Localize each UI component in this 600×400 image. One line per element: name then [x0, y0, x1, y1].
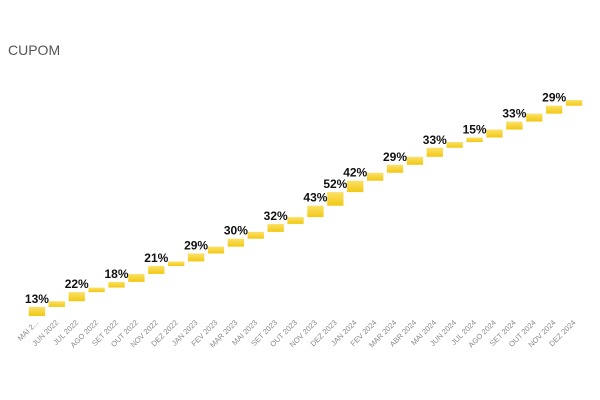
data-label-13: 32%: [264, 209, 288, 223]
bar-4: [88, 287, 105, 293]
bar-15: [307, 205, 324, 218]
bars-group: [28, 100, 583, 316]
data-label-16: 52%: [323, 177, 347, 191]
bar-22: [446, 142, 463, 148]
data-label-17: 42%: [343, 166, 367, 180]
bar-1: [28, 306, 46, 316]
bar-17: [347, 180, 364, 193]
bar-2: [48, 301, 65, 307]
bar-11: [227, 238, 245, 247]
data-label-5: 18%: [105, 267, 129, 281]
bar-14: [287, 217, 304, 224]
data-label-25: 33%: [502, 107, 526, 121]
bar-25: [506, 121, 523, 130]
data-label-7: 21%: [144, 251, 168, 265]
bar-24: [486, 129, 503, 138]
bar-13: [267, 223, 284, 232]
bar-27: [546, 105, 563, 114]
bar-10: [207, 246, 225, 254]
data-label-3: 22%: [65, 277, 89, 291]
data-label-11: 30%: [224, 224, 248, 238]
bar-19: [386, 164, 404, 173]
bar-18: [366, 172, 384, 181]
chart-title: CUPOM: [8, 42, 61, 58]
data-labels-group: 13% 22% 18% 21% 29% 30% 32% 43%52%42% 29% 33% 15% 3…: [25, 91, 567, 306]
bar-26: [526, 113, 543, 122]
bar-23: [466, 137, 483, 143]
data-label-27: 29%: [542, 91, 566, 105]
bar-5: [108, 281, 125, 288]
data-label-19: 29%: [383, 150, 407, 164]
bar-6: [128, 273, 145, 282]
bar-7: [148, 265, 165, 274]
bar-20: [406, 156, 424, 165]
bar-8: [168, 261, 185, 266]
bar-21: [426, 147, 443, 157]
data-label-1: 13%: [25, 292, 49, 306]
data-label-23: 15%: [463, 123, 487, 137]
bar-9: [187, 253, 205, 262]
data-label-21: 33%: [423, 133, 447, 147]
bar-12: [247, 231, 264, 239]
bar-16: [327, 192, 344, 206]
bar-28: [565, 100, 583, 106]
bar-3: [68, 292, 85, 302]
data-label-15: 43%: [303, 191, 327, 205]
data-label-9: 29%: [184, 238, 208, 252]
